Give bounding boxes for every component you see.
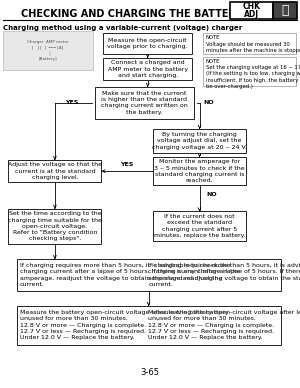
FancyBboxPatch shape (8, 209, 101, 244)
Text: ⛯: ⛯ (281, 4, 289, 17)
FancyBboxPatch shape (203, 57, 296, 86)
Text: Monitor the amperage for
3 ‒ 5 minutes to check if the
standard charging current: Monitor the amperage for 3 ‒ 5 minutes t… (154, 159, 245, 183)
Text: NO: NO (206, 192, 217, 197)
Text: Make sure that the current
is higher than the standard
charging current written : Make sure that the current is higher tha… (100, 91, 188, 114)
Text: Connect a charged and
AMP meter to the battery
and start charging.: Connect a charged and AMP meter to the b… (108, 61, 188, 78)
Text: YES: YES (121, 162, 134, 166)
FancyBboxPatch shape (153, 157, 246, 185)
FancyBboxPatch shape (3, 31, 93, 70)
Text: YES: YES (65, 100, 79, 105)
FancyBboxPatch shape (153, 129, 246, 153)
FancyBboxPatch shape (203, 33, 296, 54)
Text: CHK: CHK (242, 2, 260, 11)
FancyBboxPatch shape (230, 2, 273, 19)
Text: Charger  AMP meter
[   ] [  ]  ─── [A]
   │
[Battery]: Charger AMP meter [ ] [ ] ─── [A] │ [Bat… (27, 40, 69, 61)
Text: Charging method using a variable-current (voltage) charger: Charging method using a variable-current… (3, 25, 242, 31)
Text: Measure the battery open-circuit voltage after leaving the battery
unused for mo: Measure the battery open-circuit voltage… (148, 310, 300, 340)
Text: Measure the battery open-circuit voltage after leaving the battery
unused for mo: Measure the battery open-circuit voltage… (20, 310, 229, 340)
FancyBboxPatch shape (103, 33, 192, 54)
FancyBboxPatch shape (273, 2, 297, 19)
FancyBboxPatch shape (16, 259, 280, 291)
Text: If charging requires more than 5 hours, it is advisable to check the
charging cu: If charging requires more than 5 hours, … (20, 263, 241, 287)
FancyBboxPatch shape (103, 58, 192, 80)
Text: ADJ: ADJ (244, 10, 259, 19)
Text: If the current does not
exceed the standard
charging current after 5
minutes, re: If the current does not exceed the stand… (154, 214, 245, 238)
Text: By turning the charging
voltage adjust dial, set the
charging voltage at 20 ‒ 24: By turning the charging voltage adjust d… (152, 132, 247, 149)
Text: Measure the battery open-circuit voltage after leaving the battery
unused for mo: Measure the battery open-circuit voltage… (20, 310, 229, 340)
Text: 3-65: 3-65 (140, 368, 160, 377)
Text: CHECKING AND CHARGING THE BATTERY: CHECKING AND CHARGING THE BATTERY (21, 9, 243, 19)
FancyBboxPatch shape (8, 160, 101, 182)
Text: NOTE
Voltage should be measured 30
minutes after the machine is stopped.: NOTE Voltage should be measured 30 minut… (206, 35, 300, 53)
FancyBboxPatch shape (94, 87, 194, 119)
FancyBboxPatch shape (16, 306, 280, 345)
Text: Adjust the voltage so that the
current is at the standard
charging level.: Adjust the voltage so that the current i… (8, 163, 102, 180)
Text: Measure the open-circuit
voltage prior to charging.: Measure the open-circuit voltage prior t… (107, 38, 188, 49)
Text: NO: NO (203, 100, 214, 105)
Text: Set the time according to the
charging time suitable for the
open-circuit voltag: Set the time according to the charging t… (8, 211, 102, 241)
Text: NOTE
Set the charging voltage at 16 ~ 17 V.
(If the setting is too low, charging: NOTE Set the charging voltage at 16 ~ 17… (206, 59, 300, 89)
FancyBboxPatch shape (153, 211, 246, 241)
Text: If charging requires more than 5 hours, it is advisable to check the
charging cu: If charging requires more than 5 hours, … (148, 263, 300, 287)
Text: If charging requires more than 5 hours, it is advisable to check the
charging cu: If charging requires more than 5 hours, … (20, 263, 241, 287)
